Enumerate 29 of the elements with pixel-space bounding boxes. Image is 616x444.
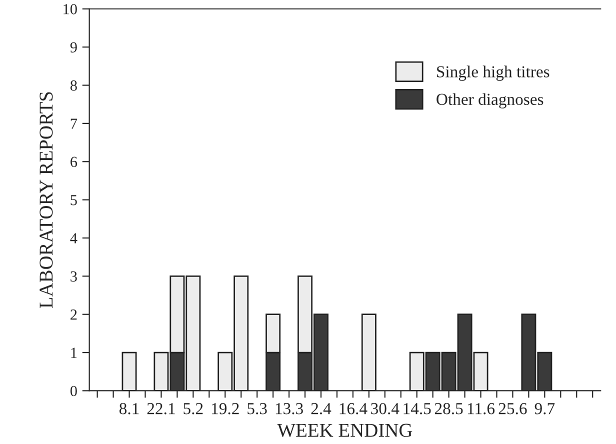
y-tick-label: 1: [71, 348, 77, 358]
y-tick-label: 9: [70, 42, 77, 53]
x-tick-label: 30.4: [371, 403, 400, 414]
x-axis-title: WEEK ENDING: [277, 424, 412, 437]
x-tick-label: 11.6: [468, 403, 495, 414]
x-tick-label: 28.5: [434, 403, 463, 414]
x-tick-label: 16.4: [340, 403, 368, 414]
x-tick-label: 13.3: [276, 403, 303, 414]
y-tick-label: 0: [70, 386, 77, 396]
legend-label: Single high titres: [437, 66, 550, 81]
x-tick-label: 5.3: [248, 403, 267, 414]
y-tick-label: 10: [64, 4, 77, 14]
y-axis-title: LABORATORY REPORTS: [40, 92, 53, 308]
x-tick-label: 22.1: [147, 403, 175, 414]
x-tick-label: 9.7: [534, 403, 555, 414]
y-tick-label: 7: [70, 118, 78, 129]
x-tick-label: 8.1: [119, 403, 139, 414]
x-tick-label: 25.6: [498, 403, 527, 414]
legend-label: Other diagnoses: [436, 93, 544, 108]
y-tick-label: 2: [70, 310, 77, 320]
x-tick-label: 19.2: [212, 403, 239, 414]
y-tick-label: 5: [70, 195, 77, 206]
y-tick-label: 6: [70, 156, 78, 168]
y-tick-label: 3: [70, 271, 77, 282]
x-tick-label: 5.2: [184, 403, 203, 414]
y-tick-label: 8: [70, 80, 77, 91]
x-tick-label: 2.4: [311, 403, 332, 414]
x-tick-label: 14.5: [404, 403, 431, 414]
y-tick-label: 4: [70, 233, 78, 244]
